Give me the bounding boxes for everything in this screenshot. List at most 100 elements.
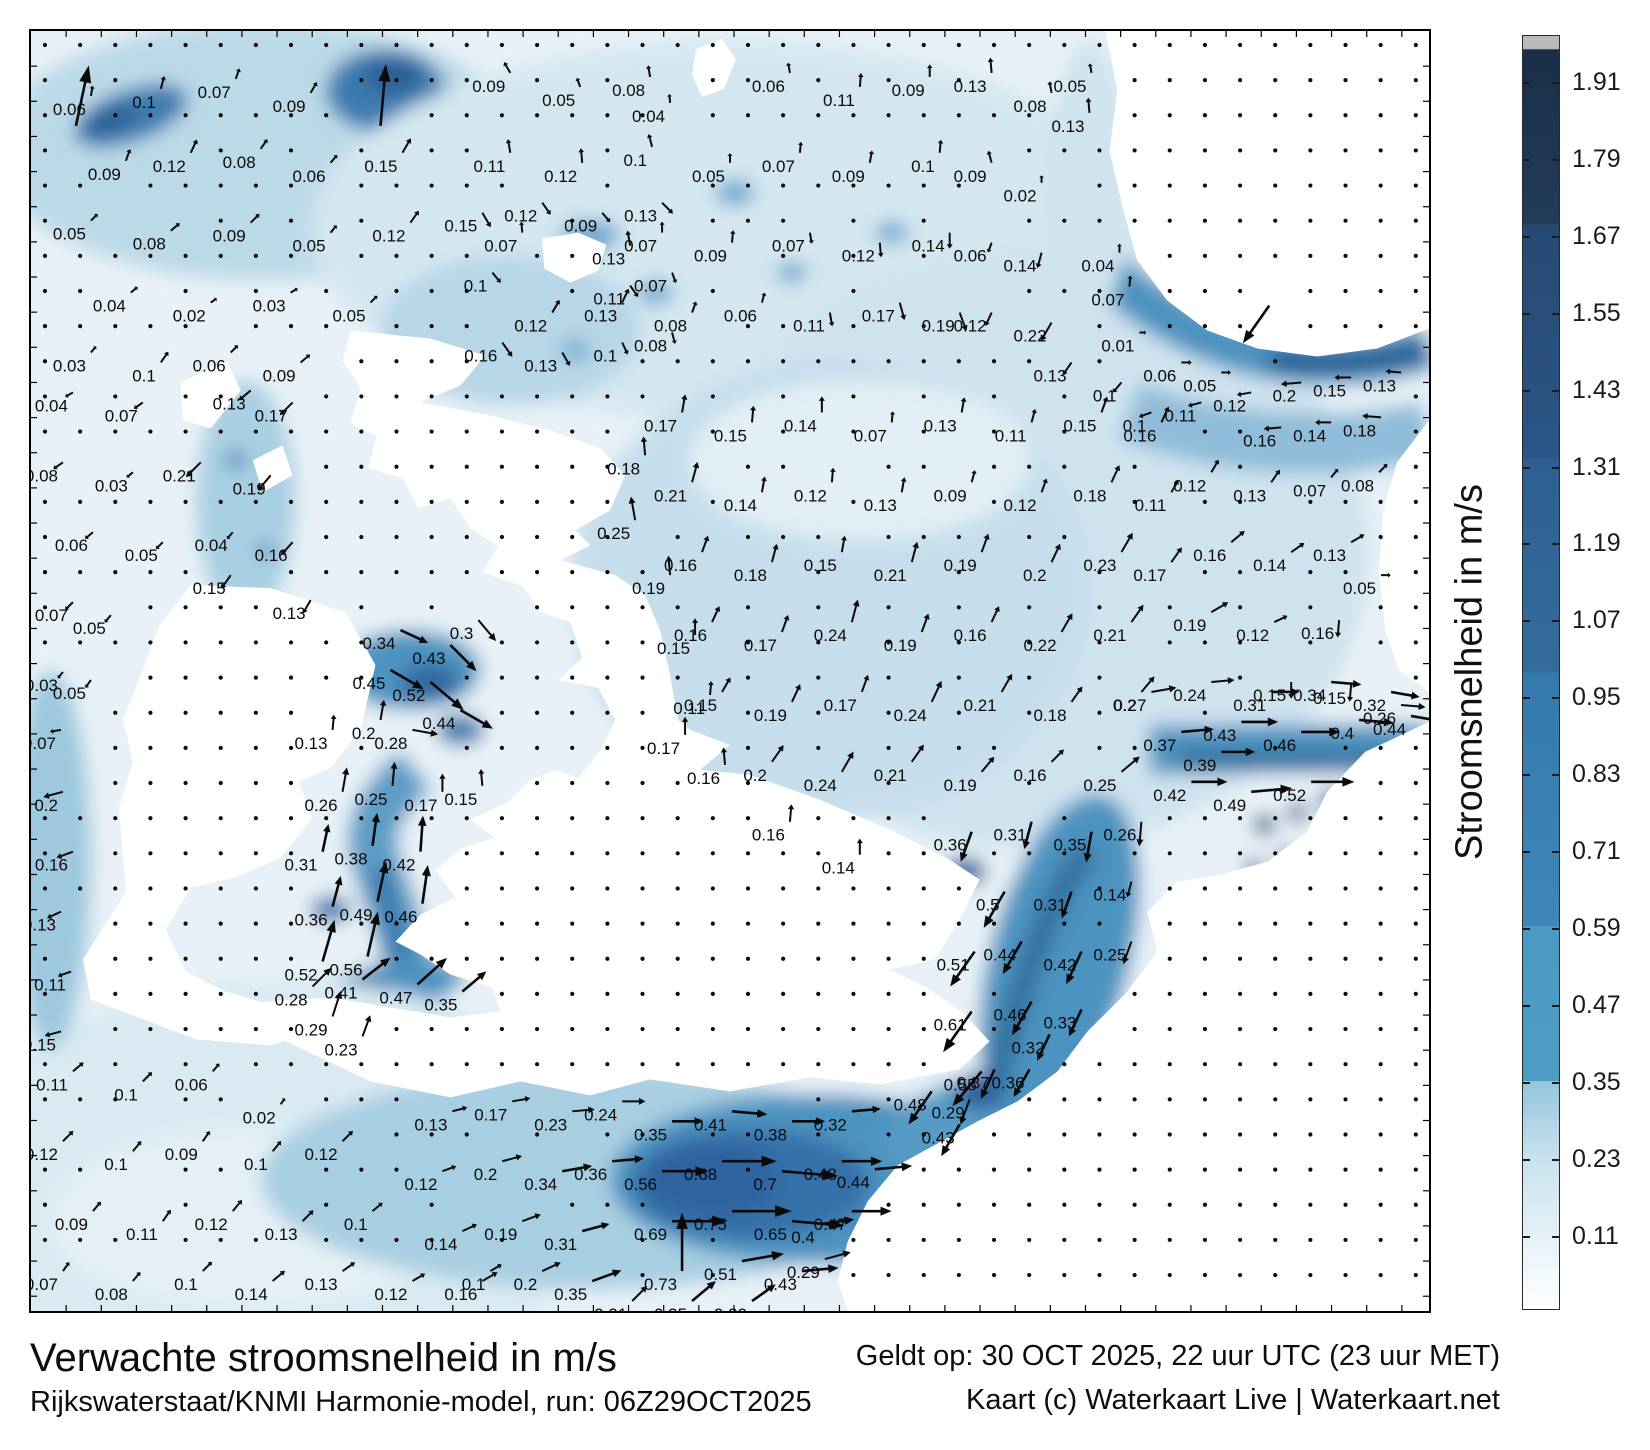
svg-text:0.33: 0.33 <box>1043 1013 1076 1032</box>
svg-text:0.46: 0.46 <box>994 1005 1027 1024</box>
svg-text:0.22: 0.22 <box>1014 327 1047 346</box>
svg-text:0.12: 0.12 <box>514 317 547 336</box>
svg-text:0.05: 0.05 <box>293 237 326 256</box>
svg-text:0.11: 0.11 <box>1165 406 1197 425</box>
svg-text:0.11: 0.11 <box>593 290 625 309</box>
svg-text:0.19: 0.19 <box>484 1225 517 1244</box>
svg-text:0.09: 0.09 <box>954 167 987 186</box>
svg-text:0.09: 0.09 <box>213 227 246 246</box>
svg-text:0.17: 0.17 <box>647 739 680 758</box>
svg-text:0.07: 0.07 <box>198 83 231 102</box>
svg-text:0.4: 0.4 <box>1331 724 1355 743</box>
svg-text:0.25: 0.25 <box>597 524 630 543</box>
svg-text:0.16: 0.16 <box>1123 426 1156 445</box>
land-denmark <box>1379 420 1429 692</box>
svg-text:0.16: 0.16 <box>255 546 288 565</box>
svg-text:0.04: 0.04 <box>632 107 665 126</box>
svg-text:0.17: 0.17 <box>1133 566 1166 585</box>
svg-text:0.12: 0.12 <box>1173 476 1206 495</box>
svg-text:0.42: 0.42 <box>1153 786 1186 805</box>
svg-text:0.1: 0.1 <box>464 277 488 296</box>
svg-text:0.07: 0.07 <box>854 426 887 445</box>
svg-text:0.42: 0.42 <box>382 856 415 875</box>
valid-time: Geldt op: 30 OCT 2025, 22 uur UTC (23 uu… <box>855 1340 1500 1372</box>
svg-text:0.12: 0.12 <box>153 157 186 176</box>
svg-text:0.24: 0.24 <box>894 706 927 725</box>
svg-text:0.03: 0.03 <box>31 676 58 695</box>
svg-text:0.48: 0.48 <box>804 1165 837 1184</box>
svg-text:0.14: 0.14 <box>1253 556 1286 575</box>
colorbar-tickmark <box>1523 927 1530 930</box>
svg-text:0.12: 0.12 <box>195 1215 228 1234</box>
colorbar-tickmark <box>1552 158 1559 161</box>
svg-text:0.52: 0.52 <box>285 966 318 985</box>
colorbar-tickmark <box>1523 312 1530 315</box>
svg-text:0.07: 0.07 <box>624 237 657 256</box>
land-hebrides-skye <box>252 445 293 493</box>
colorbar-tickmark <box>1552 82 1559 84</box>
svg-text:0.13: 0.13 <box>1363 376 1396 395</box>
svg-text:0.15: 0.15 <box>364 157 397 176</box>
land-masses <box>82 31 1429 1311</box>
svg-text:0.13: 0.13 <box>954 77 987 96</box>
svg-text:0.12: 0.12 <box>794 486 827 505</box>
svg-text:0.03: 0.03 <box>53 356 86 375</box>
svg-text:0.1: 0.1 <box>462 1275 486 1294</box>
svg-text:0.13: 0.13 <box>1051 117 1084 136</box>
svg-text:0.32: 0.32 <box>814 1115 847 1134</box>
svg-text:0.05: 0.05 <box>73 619 106 638</box>
colorbar-axis-label: Stroomsnelheid in m/s <box>1448 484 1491 860</box>
svg-text:0.14: 0.14 <box>1004 257 1037 276</box>
svg-text:0.43: 0.43 <box>764 1275 797 1294</box>
svg-text:0.06: 0.06 <box>752 77 785 96</box>
svg-text:0.09: 0.09 <box>273 97 306 116</box>
svg-text:0.31: 0.31 <box>544 1235 577 1254</box>
land-hebrides-lewis <box>180 360 241 429</box>
colorbar-tick-value: 1.07 <box>1572 606 1621 635</box>
svg-text:0.75: 0.75 <box>694 1215 727 1234</box>
svg-text:0.15: 0.15 <box>1313 381 1346 400</box>
colorbar-tick-value: 1.79 <box>1572 144 1621 173</box>
svg-text:0.1: 0.1 <box>174 1275 198 1294</box>
colorbar-tickmark <box>1552 1235 1559 1238</box>
svg-text:0.04: 0.04 <box>93 297 126 316</box>
current-value-labels-layer: 0.06 0.10.070.090.09 0.12 0.080.060.150.050… <box>31 77 1406 1311</box>
svg-text:0.15: 0.15 <box>1253 686 1286 705</box>
svg-text:0.08: 0.08 <box>31 466 58 485</box>
svg-text:0.24: 0.24 <box>584 1105 617 1124</box>
svg-text:0.07: 0.07 <box>484 237 517 256</box>
svg-text:0.19: 0.19 <box>632 579 665 598</box>
svg-text:0.41: 0.41 <box>324 983 357 1002</box>
colorbar-tickmark <box>1552 1158 1559 1161</box>
svg-text:0.08: 0.08 <box>1341 476 1374 495</box>
svg-text:0.17: 0.17 <box>255 406 288 425</box>
svg-text:0.69: 0.69 <box>634 1225 667 1244</box>
svg-text:0.56: 0.56 <box>329 961 362 980</box>
svg-text:0.15: 0.15 <box>657 639 690 658</box>
svg-text:0.13: 0.13 <box>1033 366 1066 385</box>
svg-text:0.36: 0.36 <box>992 1073 1025 1092</box>
svg-text:0.1: 0.1 <box>911 157 935 176</box>
svg-text:0.2: 0.2 <box>514 1275 538 1294</box>
svg-text:0.05: 0.05 <box>1343 579 1376 598</box>
svg-text:0.24: 0.24 <box>814 626 847 645</box>
svg-text:0.09: 0.09 <box>55 1215 88 1234</box>
svg-text:0.47: 0.47 <box>814 1215 847 1234</box>
svg-text:0.36: 0.36 <box>295 911 328 930</box>
svg-text:0.56: 0.56 <box>624 1175 657 1194</box>
svg-text:0.21: 0.21 <box>874 566 907 585</box>
svg-text:0.2: 0.2 <box>1023 566 1047 585</box>
colorbar-tickmark <box>1523 1235 1530 1238</box>
colorbar-tickmark <box>1552 1081 1559 1084</box>
svg-text:0.07: 0.07 <box>634 277 667 296</box>
svg-text:0.12: 0.12 <box>842 247 875 266</box>
colorbar-tick-value: 1.91 <box>1572 68 1621 96</box>
svg-text:0.11: 0.11 <box>793 317 825 336</box>
svg-text:0.12: 0.12 <box>305 1145 338 1164</box>
svg-text:0.11: 0.11 <box>995 426 1027 445</box>
colorbar-tickmark <box>1552 697 1559 700</box>
svg-text:0.08: 0.08 <box>1014 97 1047 116</box>
colorbar-tickmark <box>1552 312 1559 315</box>
svg-text:0.41: 0.41 <box>694 1115 727 1134</box>
svg-text:0.03: 0.03 <box>95 476 128 495</box>
